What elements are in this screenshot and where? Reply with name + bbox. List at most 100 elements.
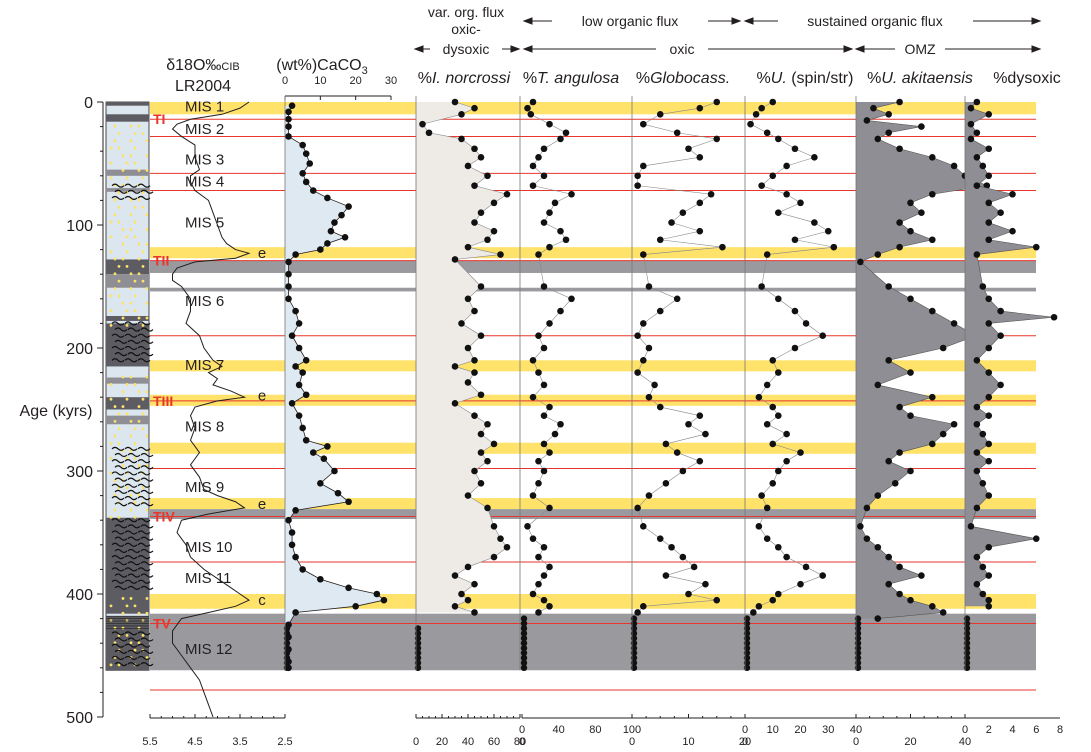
tang-point	[529, 393, 537, 401]
lithology-dot	[145, 611, 149, 615]
interglacial-band	[150, 247, 1036, 259]
header-omz: OMZ	[904, 41, 936, 57]
lithology-dot	[129, 287, 133, 290]
tang-point	[540, 543, 548, 551]
lithology-dot	[133, 456, 137, 460]
lithology-shell-mark	[111, 345, 125, 351]
inorc-point	[477, 154, 485, 161]
dys-point	[985, 440, 993, 448]
lithology-shell-mark	[137, 643, 151, 648]
lithology-shell-mark	[137, 631, 151, 636]
lithology-shell-mark	[137, 471, 151, 476]
dys-point	[973, 467, 981, 475]
glob-point	[673, 129, 681, 137]
baseline-point	[520, 649, 528, 657]
uakit-scale-tick-label: 0	[962, 724, 968, 736]
caco3-point	[299, 170, 306, 177]
tang-point	[535, 609, 542, 616]
lithology-shell-mark	[111, 530, 125, 535]
termination-label: TII	[153, 253, 169, 269]
uakit-axis-tick-label: 20	[904, 736, 916, 748]
lithology-dot	[109, 397, 113, 401]
inorc-point	[477, 209, 485, 216]
lithology-dot	[125, 264, 129, 268]
glob-line	[637, 101, 723, 613]
baseline-point	[743, 644, 751, 652]
lithology-shell-mark	[124, 358, 138, 363]
lithology-dot	[109, 220, 113, 224]
lithology-dot	[113, 626, 117, 630]
lithology-shell-mark	[140, 573, 154, 578]
dys-point	[997, 307, 1004, 315]
uspin-point	[775, 543, 782, 551]
lithology-dot	[109, 161, 113, 165]
lithology-dot	[125, 633, 129, 637]
lithology-dot	[113, 508, 117, 512]
lithology-shell-mark	[114, 339, 128, 344]
caco3-point	[285, 283, 292, 290]
caco3-point	[331, 219, 338, 226]
dys-point	[997, 381, 1004, 389]
uakit-point	[896, 449, 903, 456]
lithology-shell-mark	[114, 189, 128, 194]
dys-point	[985, 145, 993, 153]
lithology-shell-mark	[137, 358, 151, 363]
glob-point	[640, 120, 647, 128]
dys-point	[997, 332, 1004, 340]
caco3-point	[299, 141, 306, 149]
lithology-dot	[125, 324, 129, 327]
uspin-point	[769, 480, 777, 487]
uakit-point	[939, 344, 947, 352]
lithology-shell-mark	[114, 585, 128, 590]
uspin-point	[797, 580, 804, 588]
y-axis-tick-label: 200	[66, 341, 93, 358]
inorc-point	[477, 332, 485, 340]
caco3-area	[285, 105, 384, 668]
lithology-dot	[109, 663, 113, 667]
lithology-shell-mark	[137, 483, 151, 488]
uakit-point	[885, 580, 892, 588]
inorc-point	[471, 609, 478, 616]
glob-point	[656, 535, 664, 542]
lithology-dot	[117, 515, 121, 519]
lithology-shell-mark	[137, 555, 151, 560]
tang-point	[535, 580, 542, 588]
tang-scale-tick-label: 100	[623, 724, 641, 736]
lithology-shell-mark	[124, 345, 138, 351]
tang-point	[529, 182, 537, 189]
lithology-dark-unit	[106, 517, 149, 614]
lithology-shell-mark	[114, 452, 128, 458]
uakit-point	[874, 615, 882, 622]
termination-label: TI	[153, 111, 165, 127]
inorc-point	[471, 412, 478, 419]
baseline-point	[854, 649, 862, 657]
lithology-shell-mark	[137, 542, 151, 547]
glacial-band	[150, 613, 1036, 671]
mis-label: MIS 8	[185, 418, 224, 435]
inorc-point	[451, 572, 459, 579]
lithology-dot	[113, 272, 117, 276]
title-uakitaensis: %U. akitaensis	[867, 70, 973, 87]
lithology-dot	[145, 316, 149, 320]
glob-point	[673, 449, 681, 456]
inorc-point	[490, 553, 498, 561]
baseline-point	[630, 664, 638, 671]
uspin-point	[755, 603, 763, 610]
lithology-dot	[137, 405, 141, 408]
lithology-dot	[121, 301, 125, 305]
lithology-shell-mark	[124, 183, 138, 188]
glob-point	[656, 403, 664, 411]
uakit-point	[874, 135, 882, 143]
caco3-point	[345, 498, 352, 506]
tang-point	[557, 420, 564, 428]
mis-label: MIS 2	[185, 121, 224, 138]
tang-point	[546, 603, 553, 610]
y-axis-tick-label: 300	[66, 464, 93, 481]
lithology-shell-mark	[140, 465, 154, 470]
lithology-column	[105, 101, 154, 671]
glob-point	[679, 553, 687, 561]
lithology-dot	[129, 419, 133, 423]
inorc-point	[425, 129, 433, 137]
tang-point	[535, 332, 542, 340]
lithology-dot	[129, 597, 133, 600]
